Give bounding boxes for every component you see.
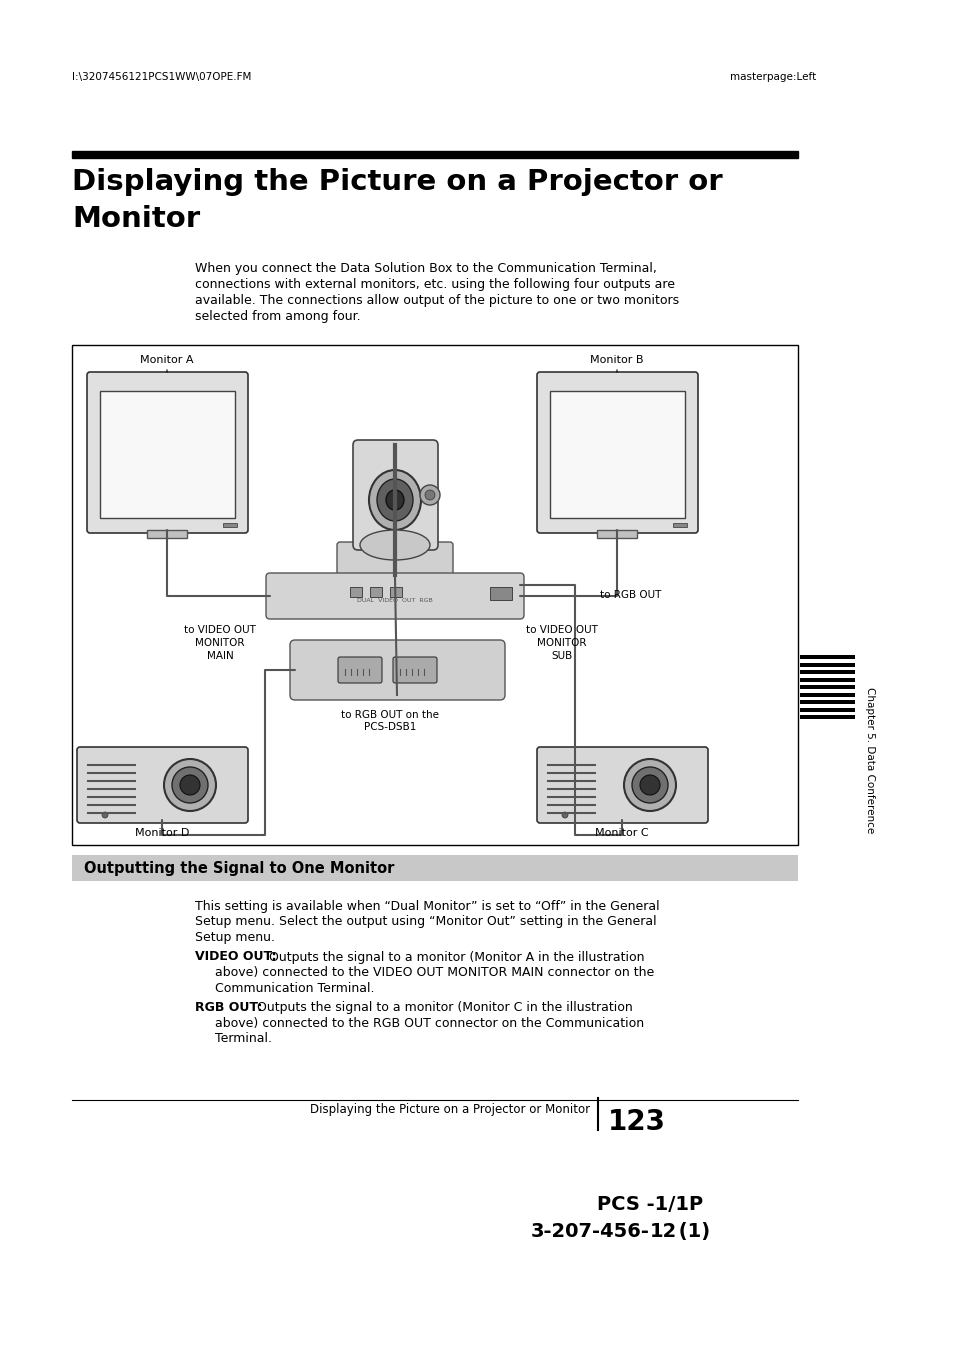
Text: VIDEO OUT:: VIDEO OUT: [194, 951, 276, 963]
Text: This setting is available when “Dual Monitor” is set to “Off” in the General: This setting is available when “Dual Mon… [194, 900, 659, 913]
Text: connections with external monitors, etc. using the following four outputs are: connections with external monitors, etc.… [194, 278, 675, 290]
Text: to RGB OUT: to RGB OUT [599, 590, 660, 600]
Bar [800, 715, 854, 719]
FancyBboxPatch shape [537, 747, 707, 823]
FancyBboxPatch shape [537, 372, 698, 534]
Bar [800, 693, 854, 697]
Text: (1): (1) [671, 1223, 709, 1242]
Bar [672, 523, 686, 527]
Text: above) connected to the VIDEO OUT MONITOR MAIN connector on the: above) connected to the VIDEO OUT MONITO… [214, 966, 654, 979]
Ellipse shape [369, 470, 420, 530]
Text: Outputs the signal to a monitor (Monitor C in the illustration: Outputs the signal to a monitor (Monitor… [253, 1001, 632, 1015]
Text: available. The connections allow output of the picture to one or two monitors: available. The connections allow output … [194, 295, 679, 307]
Text: PCS -1/1P: PCS -1/1P [597, 1196, 702, 1215]
Bar [71, 151, 797, 158]
Text: Monitor A: Monitor A [140, 355, 193, 365]
Bar [71, 855, 797, 881]
FancyBboxPatch shape [336, 542, 453, 578]
Text: Setup menu.: Setup menu. [194, 931, 274, 944]
Text: Communication Terminal.: Communication Terminal. [214, 981, 375, 994]
Text: Monitor C: Monitor C [595, 828, 648, 838]
Bar [800, 662, 854, 666]
FancyBboxPatch shape [337, 657, 381, 684]
Bar [100, 390, 234, 517]
Circle shape [561, 812, 567, 817]
Ellipse shape [359, 530, 430, 561]
Circle shape [419, 485, 439, 505]
Ellipse shape [376, 480, 413, 521]
Bar [800, 670, 854, 674]
Text: Monitor B: Monitor B [590, 355, 643, 365]
Bar [71, 345, 797, 844]
FancyBboxPatch shape [290, 640, 504, 700]
Text: Monitor D: Monitor D [134, 828, 189, 838]
Circle shape [102, 812, 108, 817]
Text: above) connected to the RGB OUT connector on the Communication: above) connected to the RGB OUT connecto… [214, 1016, 643, 1029]
Text: to VIDEO OUT
MONITOR
MAIN: to VIDEO OUT MONITOR MAIN [184, 626, 255, 662]
Text: DUAL  VIDEO  OUT  RGB: DUAL VIDEO OUT RGB [356, 598, 433, 604]
FancyBboxPatch shape [353, 440, 437, 550]
Text: Outputting the Signal to One Monitor: Outputting the Signal to One Monitor [84, 862, 394, 877]
Text: Chapter 5. Data Conference: Chapter 5. Data Conference [864, 686, 874, 834]
Text: selected from among four.: selected from among four. [194, 309, 360, 323]
Bar [490, 586, 512, 600]
Text: 123: 123 [607, 1108, 665, 1136]
Bar [223, 523, 236, 527]
Text: Outputs the signal to a monitor (Monitor A in the illustration: Outputs the signal to a monitor (Monitor… [265, 951, 644, 963]
Bar [800, 685, 854, 689]
Bar [800, 708, 854, 712]
Text: RGB OUT:: RGB OUT: [194, 1001, 262, 1015]
Circle shape [639, 775, 659, 794]
Text: Displaying the Picture on a Projector or Monitor: Displaying the Picture on a Projector or… [310, 1102, 589, 1116]
Text: When you connect the Data Solution Box to the Communication Terminal,: When you connect the Data Solution Box t… [194, 262, 657, 276]
Text: masterpage:Left: masterpage:Left [729, 72, 816, 82]
Bar [390, 586, 401, 597]
Text: 12: 12 [649, 1223, 677, 1242]
FancyBboxPatch shape [393, 657, 436, 684]
Bar [597, 530, 637, 538]
Bar [550, 390, 684, 517]
FancyBboxPatch shape [77, 747, 248, 823]
Text: 3-207-456-: 3-207-456- [531, 1223, 649, 1242]
Text: to VIDEO OUT
MONITOR
SUB: to VIDEO OUT MONITOR SUB [525, 626, 598, 662]
Bar [370, 586, 381, 597]
FancyBboxPatch shape [87, 372, 248, 534]
Circle shape [172, 767, 208, 802]
Circle shape [180, 775, 200, 794]
Circle shape [631, 767, 667, 802]
Text: Terminal.: Terminal. [214, 1032, 272, 1046]
Circle shape [164, 759, 215, 811]
Text: Displaying the Picture on a Projector or: Displaying the Picture on a Projector or [71, 168, 721, 196]
Circle shape [424, 490, 435, 500]
Text: Monitor: Monitor [71, 205, 200, 232]
Bar [800, 700, 854, 704]
Bar [350, 586, 361, 597]
Circle shape [623, 759, 676, 811]
Bar [800, 677, 854, 681]
Text: to RGB OUT on the
PCS-DSB1: to RGB OUT on the PCS-DSB1 [340, 711, 438, 732]
Bar [800, 655, 854, 659]
FancyBboxPatch shape [266, 573, 523, 619]
Bar [147, 530, 187, 538]
Text: Setup menu. Select the output using “Monitor Out” setting in the General: Setup menu. Select the output using “Mon… [194, 916, 656, 928]
Ellipse shape [386, 490, 403, 509]
Text: I:\3207456121PCS1WW\07OPE.FM: I:\3207456121PCS1WW\07OPE.FM [71, 72, 251, 82]
